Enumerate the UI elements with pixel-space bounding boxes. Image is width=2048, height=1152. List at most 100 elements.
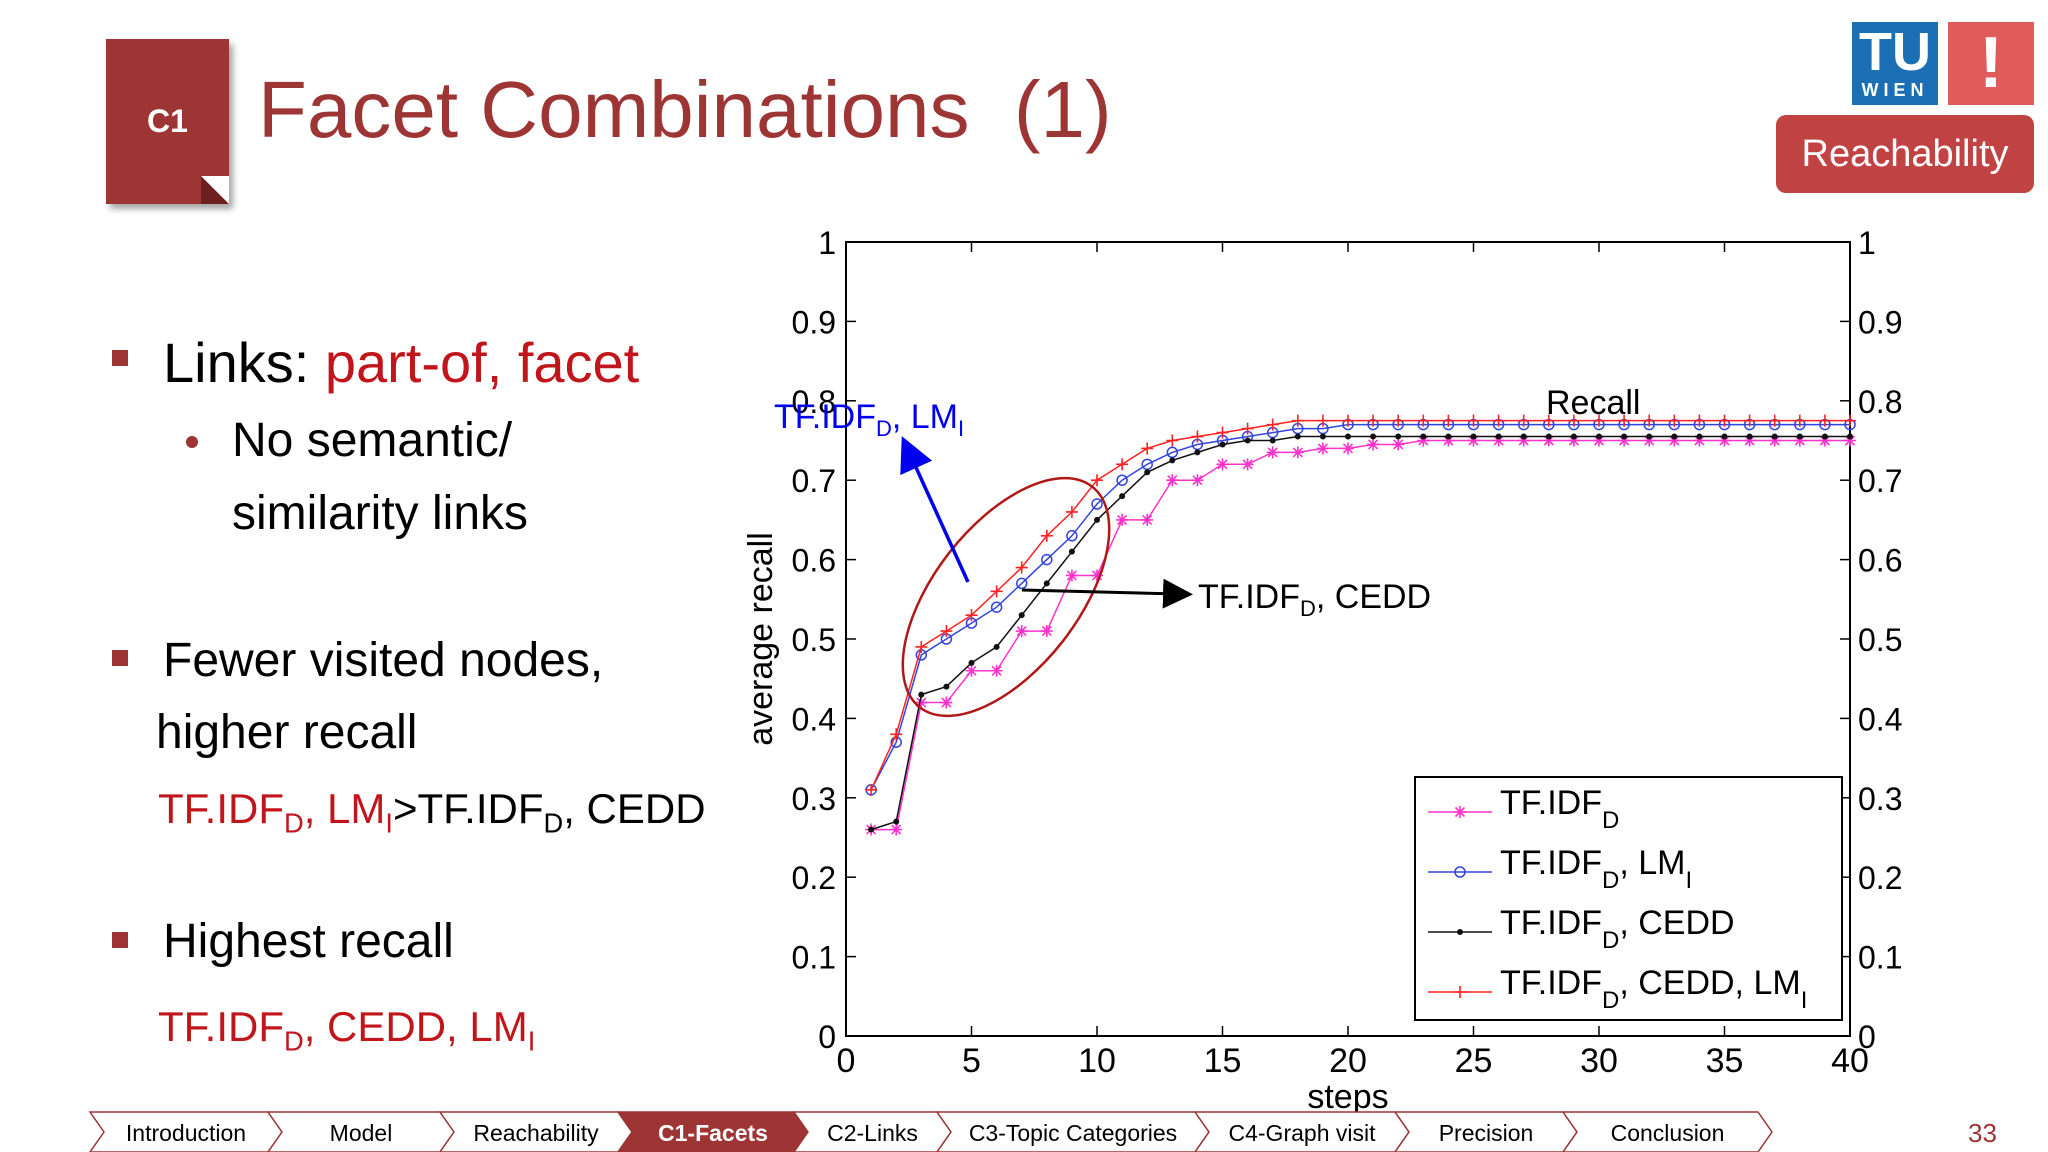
data-point	[1743, 414, 1756, 427]
series-line	[870, 419, 1850, 791]
data-point	[1847, 433, 1853, 440]
data-point	[1693, 434, 1706, 447]
data-point	[1141, 513, 1154, 526]
nav-item-c1-facets[interactable]: C1-Facets	[616, 1111, 809, 1152]
data-point	[1768, 434, 1781, 447]
data-point	[1593, 434, 1605, 447]
y-tick-label-right: 0	[1858, 1019, 1876, 1055]
data-point	[1643, 434, 1656, 447]
data-point	[1567, 414, 1580, 427]
nav-item-label: Precision	[1439, 1120, 1534, 1146]
data-point	[1771, 433, 1778, 440]
data-point	[1342, 442, 1354, 455]
x-tick-label: 0	[837, 1042, 856, 1080]
bullet-links-label: Links:	[163, 331, 325, 394]
highlight-ellipse	[901, 476, 1111, 718]
page-number: 33	[1968, 1118, 1997, 1148]
data-point	[1593, 414, 1605, 427]
data-point	[1119, 493, 1126, 500]
data-point	[1570, 433, 1577, 440]
bullet-marker	[112, 932, 128, 948]
annotation-lm-part: , LM	[892, 398, 958, 436]
data-point	[1417, 434, 1430, 447]
data-point	[1395, 433, 1402, 440]
data-point	[1116, 513, 1129, 526]
annotation-cedd: TF.IDFD, CEDD	[1198, 578, 1431, 621]
comparison-sub: D	[543, 807, 564, 839]
nav-item-c4-graph-visit[interactable]: C4-Graph visit	[1193, 1111, 1410, 1152]
data-point	[1467, 414, 1480, 427]
nav-item-conclusion[interactable]: Conclusion	[1561, 1111, 1773, 1152]
legend-entry: TF.IDFD, CEDD	[1500, 904, 1735, 954]
data-point	[915, 696, 928, 709]
x-tick-label: 25	[1455, 1042, 1493, 1080]
legend-entry-part: TF.IDF	[1500, 784, 1602, 822]
page-fold-decoration	[201, 176, 229, 204]
legend-entry: TF.IDFD, LMI	[1500, 844, 1692, 894]
data-point	[1668, 434, 1681, 447]
data-point	[1291, 414, 1304, 427]
annotation-cedd-part: , CEDD	[1316, 578, 1431, 616]
nav-item-introduction[interactable]: Introduction	[88, 1111, 283, 1152]
data-point	[1445, 433, 1452, 440]
data-point	[1091, 474, 1103, 487]
y-tick-label-right: 0.3	[1858, 781, 1902, 817]
y-tick-label-right: 0.1	[1858, 940, 1902, 976]
data-point	[968, 659, 975, 666]
data-point	[1065, 569, 1078, 582]
nav-item-label: C4-Graph visit	[1229, 1120, 1377, 1146]
annotation-arrow-cedd	[1021, 578, 1193, 609]
data-point	[1015, 561, 1028, 574]
y-tick-label-right: 0.5	[1858, 622, 1902, 658]
data-point	[1621, 433, 1628, 440]
comparison-part: >TF.IDF	[392, 785, 544, 832]
nav-item-c3-topic-categories[interactable]: C3-Topic Categories	[935, 1111, 1210, 1152]
data-point	[1244, 437, 1251, 444]
data-point	[1721, 433, 1728, 440]
data-point	[1442, 414, 1455, 427]
data-point	[1091, 498, 1103, 510]
section-badge: Reachability	[1776, 115, 2034, 193]
data-point	[1668, 414, 1681, 427]
data-point	[1018, 612, 1025, 619]
comparison-sub: D	[283, 807, 304, 839]
data-point	[1517, 414, 1530, 427]
data-point	[1768, 414, 1781, 427]
sub-bullet-line2: similarity links	[232, 487, 529, 540]
data-point	[1266, 446, 1279, 459]
nav-item-label: C2-Links	[827, 1120, 918, 1146]
data-point	[1370, 433, 1377, 440]
data-point	[1844, 414, 1856, 427]
data-point	[1166, 474, 1179, 487]
data-point	[1467, 434, 1480, 447]
y-tick-label: 1	[818, 225, 836, 261]
series-layer	[865, 414, 1856, 836]
nav-item-c2-links[interactable]: C2-Links	[792, 1111, 952, 1152]
nav-item-precision[interactable]: Precision	[1393, 1111, 1578, 1152]
data-point	[1043, 580, 1050, 587]
data-point	[1743, 434, 1756, 447]
data-point	[1454, 986, 1466, 998]
data-point	[990, 601, 1003, 613]
nav-item-model[interactable]: Model	[266, 1111, 455, 1152]
tu-wien-logo: TU WIEN	[1852, 22, 1938, 105]
data-point	[1269, 437, 1276, 444]
highest-sub: I	[527, 1025, 536, 1057]
comparison-part: , CEDD	[563, 785, 706, 832]
data-point	[1417, 414, 1430, 427]
data-point	[1319, 433, 1326, 440]
legend-entry-sub: D	[1602, 927, 1619, 954]
y-tick-label: 0.4	[792, 701, 836, 737]
y-tick-label-right: 0.9	[1858, 304, 1902, 340]
x-tick-label: 40	[1831, 1042, 1869, 1080]
data-point	[965, 609, 978, 622]
data-point	[1216, 426, 1229, 439]
data-point	[1294, 433, 1301, 440]
nav-item-label: C1-Facets	[658, 1120, 768, 1146]
nav-item-reachability[interactable]: Reachability	[438, 1111, 633, 1152]
series-3	[868, 433, 1853, 833]
data-point	[1015, 625, 1028, 638]
data-point	[1345, 433, 1351, 440]
data-point	[1696, 433, 1703, 440]
